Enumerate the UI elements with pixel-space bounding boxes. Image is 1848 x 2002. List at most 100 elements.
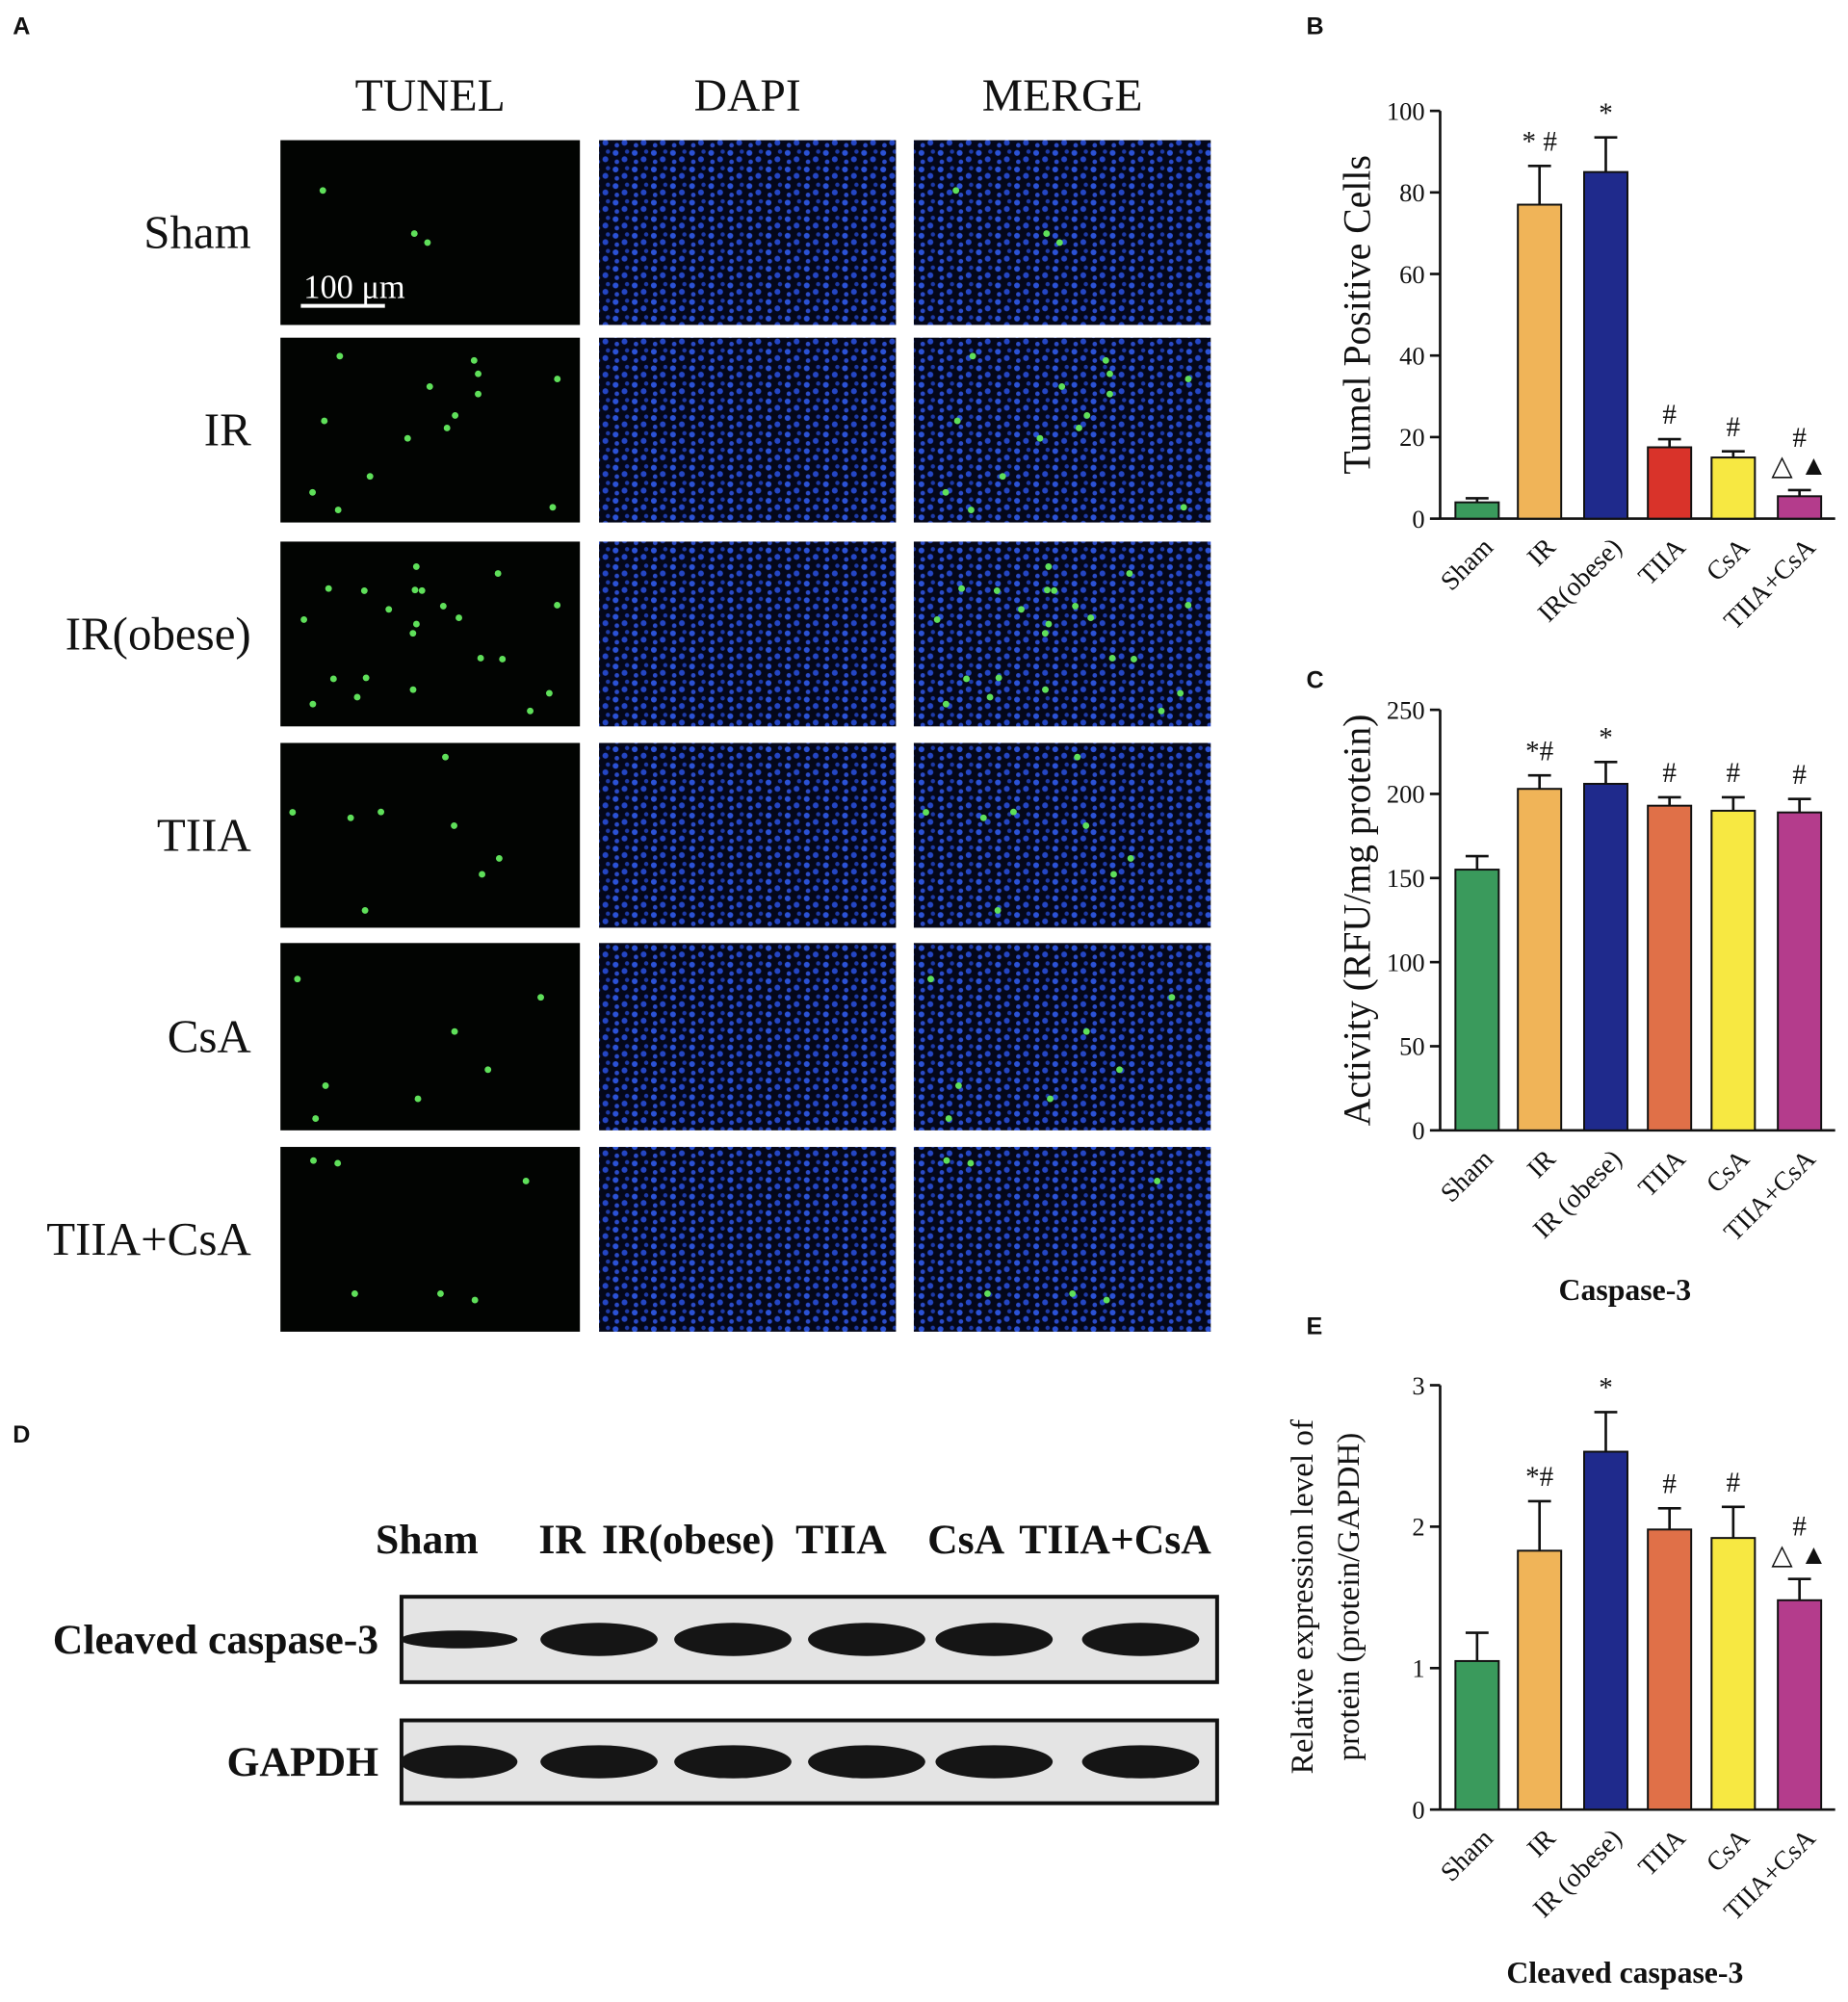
significance-mark: △ ▲ <box>1771 451 1827 481</box>
apoptotic-cell <box>1044 586 1051 594</box>
apoptotic-cell <box>385 606 393 613</box>
apoptotic-cell <box>418 586 426 594</box>
bar <box>1454 1659 1500 1811</box>
apoptotic-cell <box>537 994 544 1001</box>
apoptotic-cell <box>554 376 561 383</box>
apoptotic-cell <box>993 586 1001 594</box>
apoptotic-cell <box>325 585 332 592</box>
apoptotic-cell <box>1103 1296 1110 1304</box>
apoptotic-cell <box>1018 606 1025 613</box>
y-tick-label: 100 <box>1387 948 1425 976</box>
y-tick-label: 3 <box>1412 1371 1424 1400</box>
blot-band <box>400 1745 518 1779</box>
lane-label: CsA <box>927 1517 1005 1563</box>
micrograph <box>280 1147 581 1332</box>
bar <box>1517 203 1563 520</box>
apoptotic-cell <box>1126 570 1133 577</box>
apoptotic-cell <box>329 675 337 683</box>
y-tick-label: 0 <box>1412 505 1424 533</box>
y-tick-label: 100 <box>1387 96 1425 125</box>
apoptotic-cell <box>1106 370 1113 377</box>
apoptotic-cell <box>1083 411 1091 419</box>
row-label: Sham <box>143 205 251 258</box>
blot-band <box>400 1630 518 1649</box>
apoptotic-cell <box>495 854 503 862</box>
apoptotic-cell <box>1082 1027 1090 1035</box>
y-tick-label: 0 <box>1412 1116 1424 1145</box>
apoptotic-cell <box>1058 382 1066 390</box>
apoptotic-cell <box>455 614 462 622</box>
apoptotic-cell <box>1009 808 1017 816</box>
apoptotic-cell <box>494 570 502 577</box>
bar <box>1454 869 1500 1131</box>
micrograph <box>280 742 581 928</box>
micrograph <box>599 1147 897 1332</box>
micrograph <box>599 541 897 727</box>
apoptotic-cell <box>953 417 961 425</box>
bar <box>1583 782 1628 1131</box>
x-tick-label: IR <box>1522 533 1562 573</box>
bar <box>1647 1528 1693 1811</box>
x-tick-label: CsA <box>1701 1144 1756 1199</box>
apoptotic-cell <box>943 1157 950 1164</box>
bar <box>1454 501 1500 520</box>
row-label: TIIA+CsA <box>46 1212 251 1265</box>
apoptotic-cell <box>310 1157 317 1164</box>
significance-mark: # <box>1662 400 1677 430</box>
apoptotic-cell <box>549 504 557 511</box>
x-tick-label: Sham <box>1435 1144 1499 1209</box>
apoptotic-cell <box>411 586 419 594</box>
apoptotic-cell <box>347 814 354 821</box>
apoptotic-cell <box>437 1289 444 1297</box>
panel-label: B <box>1307 13 1324 40</box>
micrograph <box>599 337 897 523</box>
y-tick-label: 80 <box>1399 178 1424 207</box>
row-label: CsA <box>168 1009 251 1062</box>
apoptotic-cell <box>994 906 1002 914</box>
blot-band <box>935 1623 1054 1656</box>
y-tick-label: 40 <box>1399 341 1424 370</box>
x-tick-label: TIIA <box>1632 1144 1691 1203</box>
blot-band <box>808 1623 925 1656</box>
apoptotic-cell <box>403 434 411 442</box>
apoptotic-cell <box>1116 1066 1123 1074</box>
column-header: DAPI <box>694 71 801 121</box>
x-tick-label: CsA <box>1701 1824 1756 1879</box>
significance-mark: # <box>1662 1469 1677 1499</box>
apoptotic-cell <box>986 693 994 701</box>
bar <box>1710 1537 1757 1811</box>
micrograph <box>913 742 1211 928</box>
apoptotic-cell <box>412 620 420 628</box>
apoptotic-cell <box>1168 994 1176 1001</box>
significance-mark: *# <box>1525 736 1554 767</box>
y-tick-label: 60 <box>1399 260 1424 289</box>
bar <box>1647 804 1693 1131</box>
x-tick-label: TIIA <box>1632 1824 1691 1883</box>
apoptotic-cell <box>414 1095 422 1103</box>
apoptotic-cell <box>300 615 308 623</box>
apoptotic-cell <box>999 473 1006 481</box>
apoptotic-cell <box>545 689 553 697</box>
apoptotic-cell <box>452 411 459 419</box>
apoptotic-cell <box>362 674 370 682</box>
apoptotic-cell <box>969 352 976 360</box>
x-tick-label: Sham <box>1435 533 1499 597</box>
micrograph <box>913 943 1211 1131</box>
apoptotic-cell <box>334 507 342 513</box>
blot-band <box>808 1745 925 1779</box>
lane-label: IR <box>538 1517 586 1563</box>
micrograph <box>913 1147 1211 1332</box>
apoptotic-cell <box>361 906 369 914</box>
column-header: TUNEL <box>355 71 506 121</box>
apoptotic-cell <box>1154 1178 1161 1184</box>
apoptotic-cell <box>377 808 385 816</box>
x-axis-title: Caspase-3 <box>1559 1273 1692 1307</box>
apoptotic-cell <box>321 417 328 425</box>
y-tick-label: 20 <box>1399 423 1424 452</box>
apoptotic-cell <box>1051 586 1058 594</box>
significance-mark: * # <box>1522 126 1557 157</box>
apoptotic-cell <box>1108 655 1116 662</box>
apoptotic-cell <box>475 370 482 377</box>
blot-row-label: Cleaved caspase-3 <box>53 1617 378 1663</box>
x-tick-label: Sham <box>1435 1823 1499 1887</box>
